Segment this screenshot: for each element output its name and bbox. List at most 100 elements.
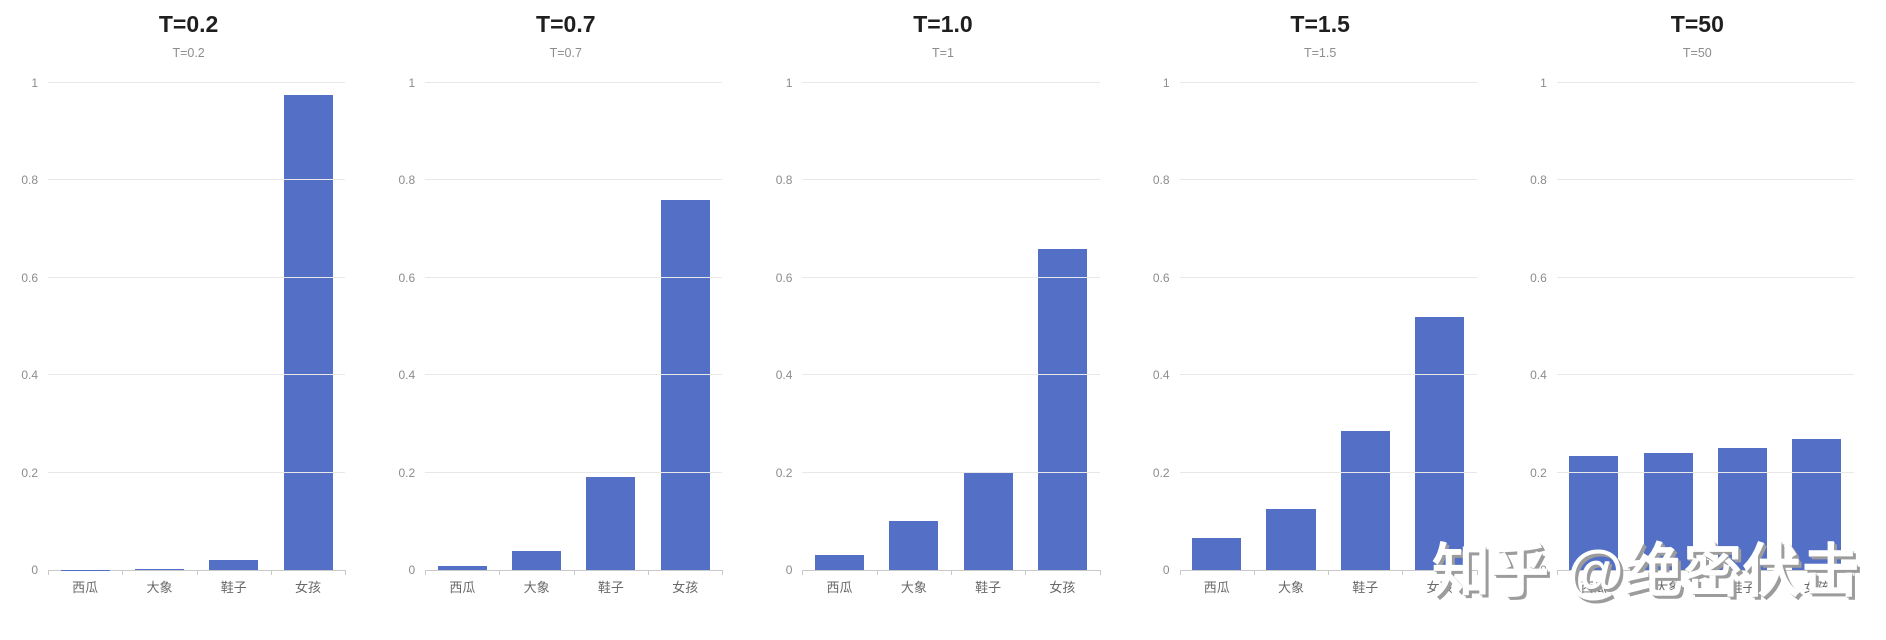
bar bbox=[1717, 448, 1767, 570]
x-axis-tick bbox=[48, 570, 49, 575]
bar bbox=[512, 550, 562, 570]
bars bbox=[1180, 83, 1477, 570]
y-axis-tick-label: 0.2 bbox=[21, 465, 38, 480]
bar bbox=[586, 477, 636, 570]
y-axis-tick-label: 0 bbox=[785, 563, 793, 577]
gridline bbox=[425, 82, 723, 83]
x-axis-tick bbox=[196, 570, 198, 575]
bar-band bbox=[877, 83, 951, 570]
x-axis-category-label: 鞋子 bbox=[1729, 580, 1756, 595]
x-axis-labels: 西瓜 大象 鞋子 女孩 bbox=[425, 577, 722, 596]
y-axis-tick-label: 0.4 bbox=[775, 368, 793, 383]
gridline bbox=[1556, 179, 1854, 181]
gridline bbox=[1179, 179, 1477, 181]
bar bbox=[1192, 538, 1242, 570]
bar-band bbox=[1402, 83, 1476, 570]
bar bbox=[1415, 316, 1465, 570]
y-axis-tick-label: 0.2 bbox=[398, 465, 416, 480]
x-axis-category-label: 女孩 bbox=[295, 580, 322, 595]
x-axis-category-label: 鞋子 bbox=[220, 580, 247, 595]
x-axis-tick bbox=[1025, 570, 1027, 575]
gridline bbox=[425, 471, 723, 473]
y-axis-tick-label: 0.4 bbox=[1152, 368, 1170, 383]
y-axis-tick-label: 0.6 bbox=[1530, 270, 1547, 285]
y-axis-tick-label: 0.6 bbox=[775, 270, 793, 285]
x-axis-tick bbox=[722, 570, 724, 575]
gridline bbox=[425, 276, 723, 278]
y-axis-tick-label: 0.4 bbox=[21, 368, 38, 383]
x-axis-tick bbox=[425, 570, 427, 575]
chart-title: T=0.7 bbox=[536, 11, 596, 37]
gridline bbox=[425, 179, 723, 181]
y-axis-tick-label: 0.8 bbox=[1152, 173, 1170, 188]
gridline bbox=[802, 374, 1100, 376]
x-axis-tick bbox=[1631, 570, 1633, 575]
y-axis-tick-label: 0.2 bbox=[1530, 465, 1547, 480]
bar bbox=[889, 521, 939, 570]
x-axis-category-label: 大象 bbox=[1655, 580, 1682, 595]
x-axis-category-label: 西瓜 bbox=[72, 580, 99, 595]
y-axis-tick-label: 1 bbox=[1162, 76, 1170, 90]
gridline bbox=[48, 179, 346, 181]
chart-subtitle: T=1.5 bbox=[1304, 46, 1337, 60]
bar-band bbox=[499, 83, 573, 570]
gridline bbox=[48, 471, 346, 473]
gridline bbox=[1556, 276, 1854, 278]
x-axis-labels: 西瓜 大象 鞋子 女孩 bbox=[1180, 577, 1477, 596]
x-axis-tick bbox=[573, 570, 575, 575]
x-axis-category-label: 鞋子 bbox=[597, 580, 624, 595]
zhihu-watermark: 知乎 @绝密伏击 bbox=[1432, 539, 1861, 604]
y-axis-tick-label: 1 bbox=[785, 76, 793, 90]
gridline bbox=[48, 276, 346, 278]
x-axis-category-label: 大象 bbox=[146, 580, 173, 595]
bar bbox=[660, 199, 710, 570]
x-axis-tick bbox=[499, 570, 501, 575]
x-axis-category-label: 大象 bbox=[900, 580, 927, 595]
y-axis-tick-label: 0 bbox=[1540, 563, 1547, 577]
chart-subtitle: T=0.7 bbox=[549, 46, 582, 60]
x-axis-tick bbox=[1853, 570, 1855, 575]
y-axis-tick-label: 0.8 bbox=[1530, 173, 1547, 188]
bar-band bbox=[271, 83, 345, 570]
y-axis-tick-label: 0.2 bbox=[775, 465, 793, 480]
x-axis-category-label: 女孩 bbox=[672, 580, 699, 595]
bars bbox=[48, 83, 345, 570]
bar-band bbox=[1705, 83, 1779, 570]
x-axis-tick bbox=[1253, 570, 1255, 575]
chart-title: T=50 bbox=[1670, 11, 1724, 37]
plot-area: 0 0.2 0.4 0.6 0.8 1 bbox=[21, 77, 347, 576]
x-axis-category-label: 西瓜 bbox=[449, 580, 476, 595]
y-axis-tick-label: 1 bbox=[408, 76, 416, 90]
bar-band bbox=[197, 83, 271, 570]
x-axis-tick bbox=[345, 570, 347, 575]
y-axis-tick-label: 0.8 bbox=[21, 173, 38, 188]
bar-band bbox=[1025, 83, 1099, 570]
chart-subtitle: T=50 bbox=[1682, 46, 1712, 60]
y-axis-tick-label: 0 bbox=[1162, 563, 1170, 577]
bar bbox=[134, 568, 184, 570]
bar bbox=[1037, 248, 1087, 570]
gridline bbox=[1179, 82, 1477, 83]
x-axis-tick bbox=[648, 570, 650, 575]
chart-panel: T=0.2 T=0.2 0 0.2 0.4 0.6 0.8 1 西瓜 大象 鞋子 女孩 bbox=[0, 0, 377, 640]
y-axis-tick-label: 1 bbox=[1540, 76, 1547, 90]
bars bbox=[802, 83, 1099, 570]
x-axis-tick bbox=[1476, 570, 1478, 575]
x-axis-tick bbox=[270, 570, 272, 575]
x-axis-category-label: 大象 bbox=[523, 580, 550, 595]
bar bbox=[1266, 509, 1316, 570]
x-axis-tick bbox=[950, 570, 952, 575]
y-axis-tick-label: 1 bbox=[31, 76, 38, 90]
bar-band bbox=[1631, 83, 1705, 570]
gridline bbox=[1556, 471, 1854, 473]
bar-band bbox=[802, 83, 876, 570]
gridline bbox=[802, 82, 1100, 83]
bar bbox=[1569, 455, 1619, 570]
x-axis-tick bbox=[1705, 570, 1707, 575]
x-axis-tick bbox=[1556, 570, 1558, 575]
y-axis-tick-label: 0.6 bbox=[398, 270, 416, 285]
bar-band bbox=[1254, 83, 1328, 570]
gridline bbox=[48, 82, 346, 83]
bar-band bbox=[122, 83, 196, 570]
